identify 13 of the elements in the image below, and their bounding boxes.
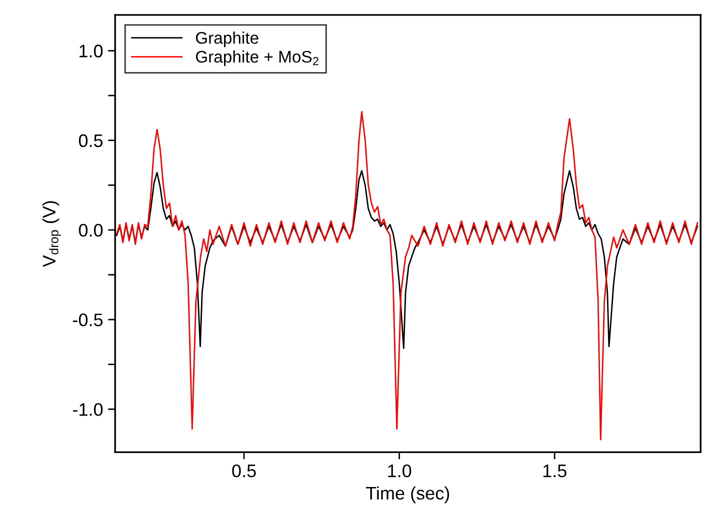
y-tick-label: 1.0 bbox=[80, 44, 103, 58]
legend-label: Graphite + MoS$_{2}$ bbox=[196, 50, 318, 66]
legend-label: Graphite bbox=[196, 32, 258, 48]
y-axis-title: V$_{drop}$ (V) bbox=[42, 201, 61, 268]
x-axis-title: Time (sec) bbox=[366, 486, 450, 504]
y-tick-label: -0.5 bbox=[73, 314, 103, 326]
y-tick-label: -1.0 bbox=[73, 403, 103, 416]
y-tick-label: 0.0 bbox=[78, 224, 103, 237]
y-tick-label: 0.5 bbox=[78, 134, 103, 148]
line-series bbox=[116, 110, 698, 440]
x-tick-label: 0.5 bbox=[232, 464, 256, 478]
x-tick-label: 1.5 bbox=[543, 464, 566, 478]
x-tick-label: 1.0 bbox=[388, 464, 412, 478]
